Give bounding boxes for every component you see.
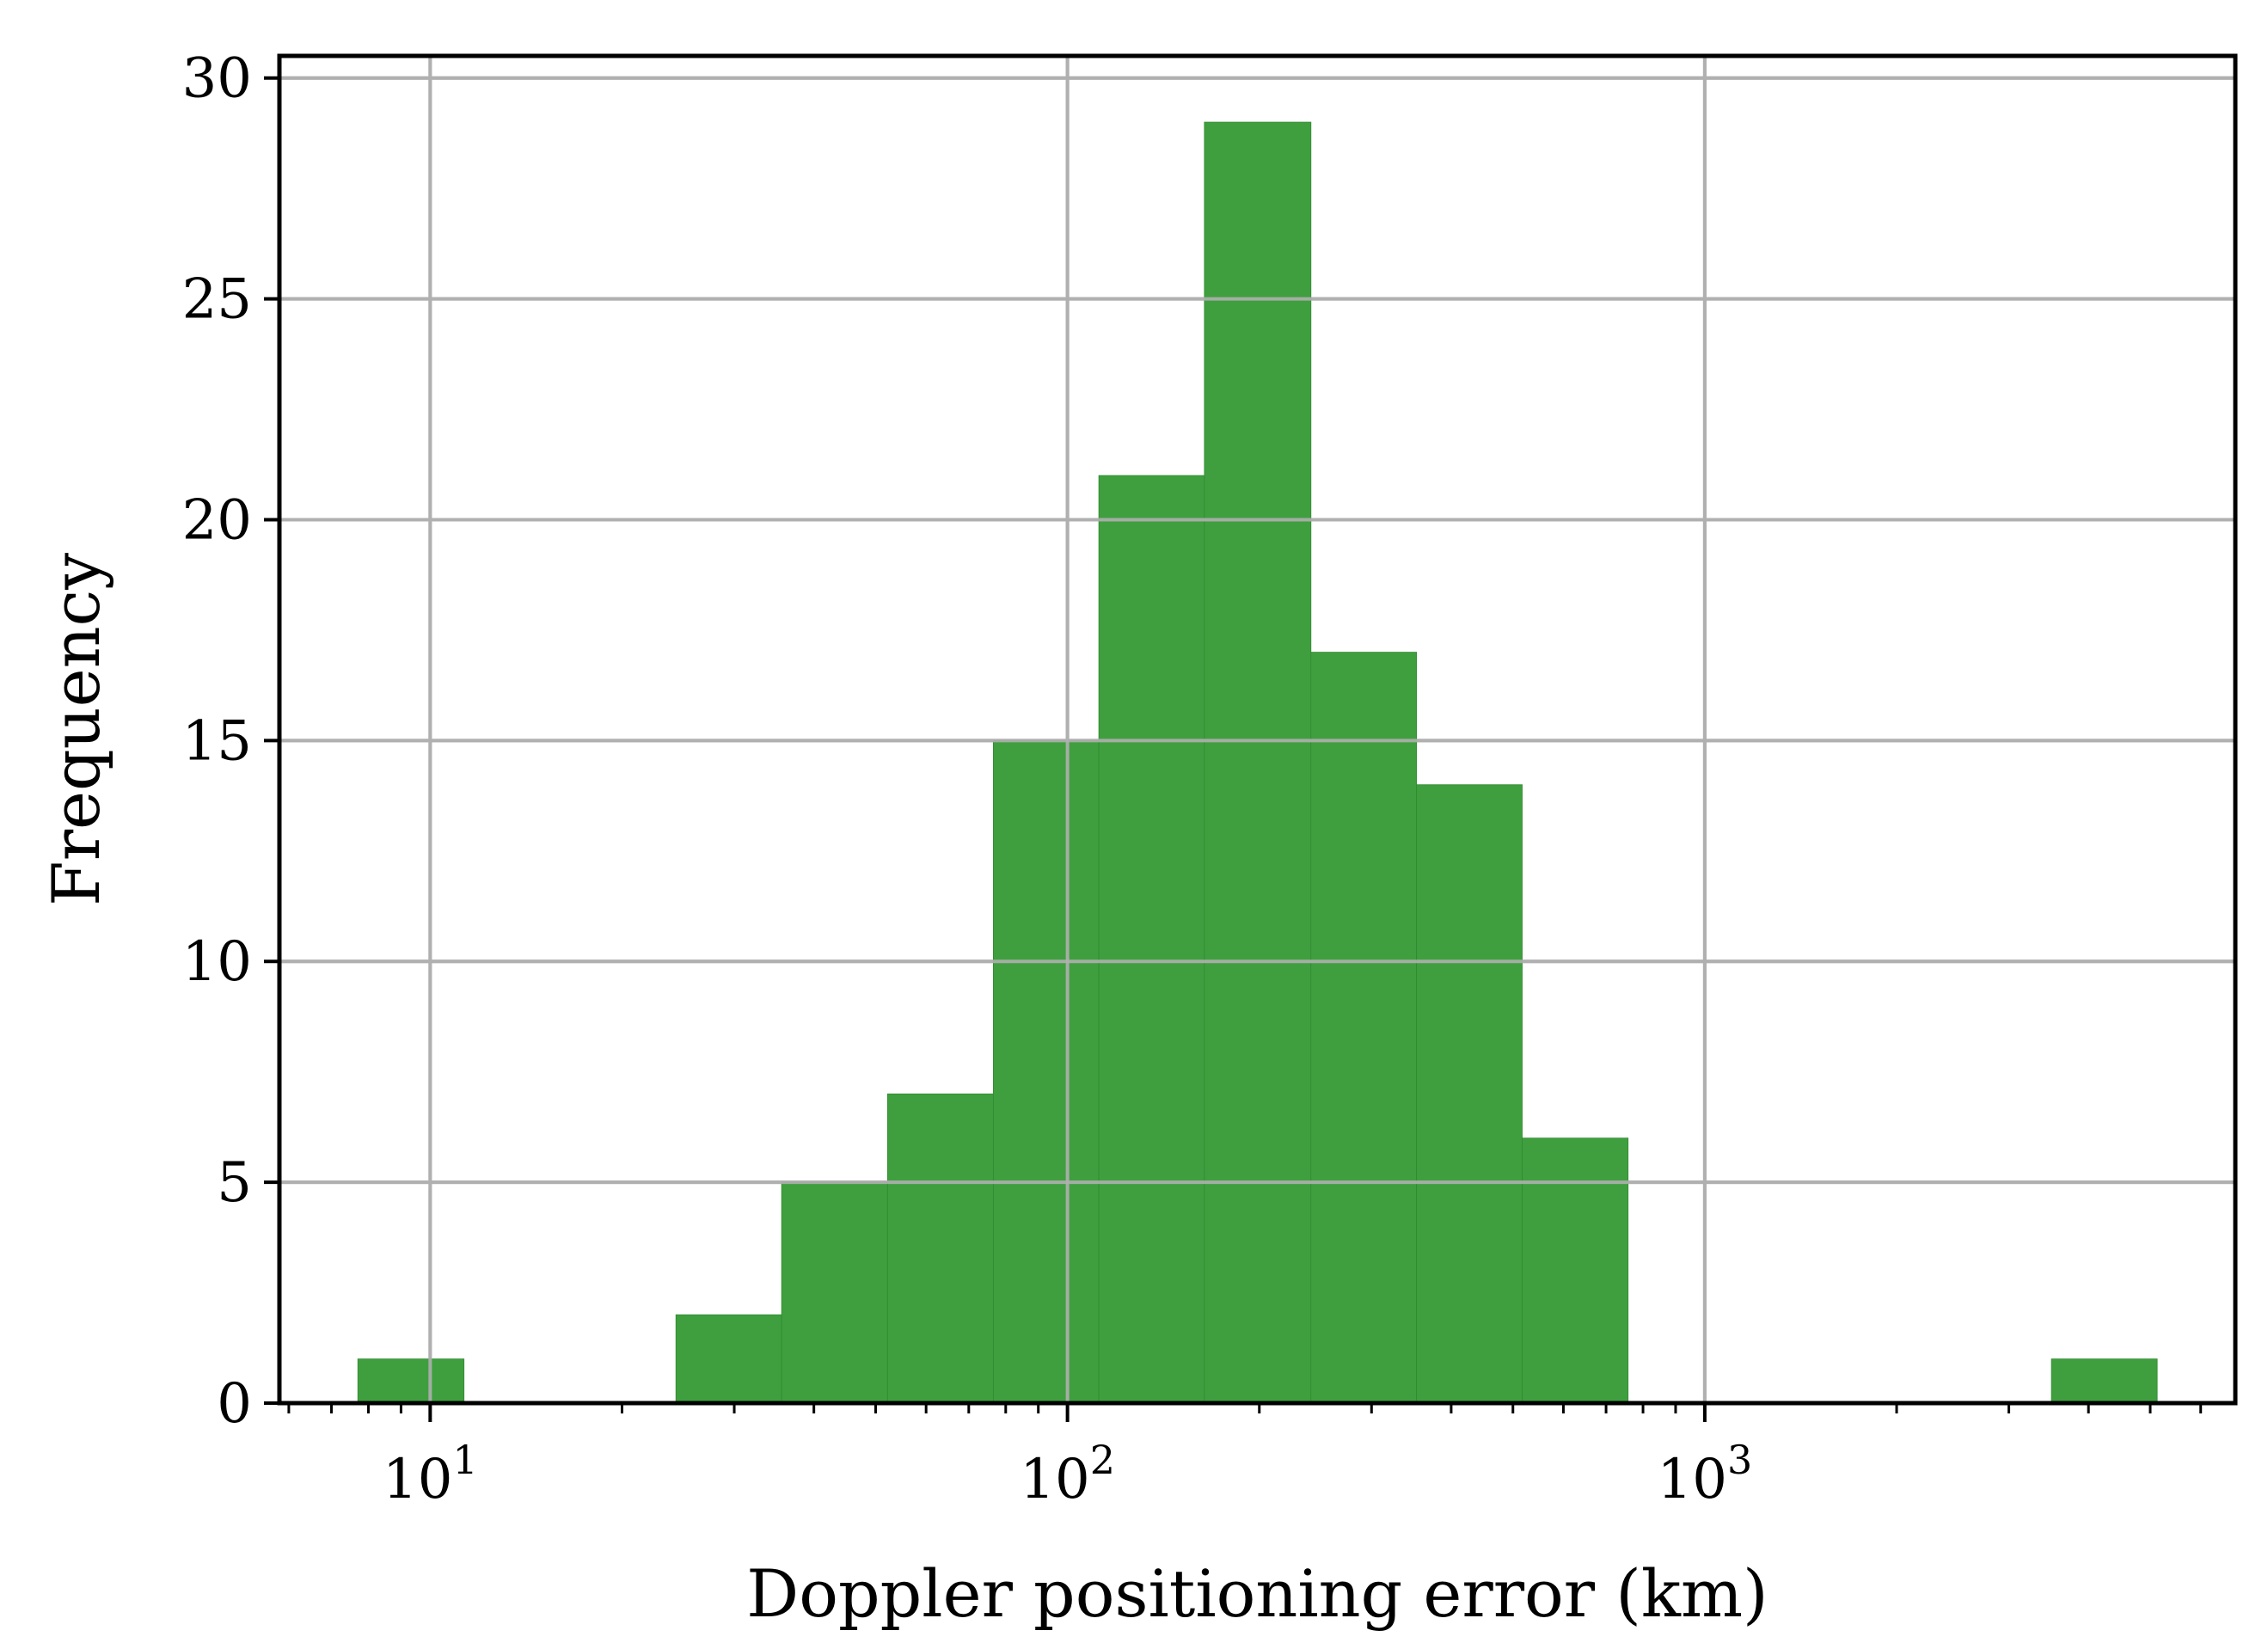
y-tick-label: 30 <box>182 47 252 111</box>
histogram-bars <box>279 56 2235 1405</box>
histogram-bar <box>2050 1358 2158 1404</box>
x-tick-label: 101 <box>383 1437 478 1511</box>
y-axis-label: Frequency <box>38 553 114 906</box>
x-tick-label: 103 <box>1658 1437 1753 1511</box>
y-tick-label: 0 <box>217 1372 252 1436</box>
x-tick-label: 102 <box>1020 1437 1115 1511</box>
y-tick-label: 20 <box>182 488 252 552</box>
histogram-bar <box>1522 1137 1629 1404</box>
histogram-bar <box>1098 475 1205 1404</box>
histogram-bar <box>357 1358 465 1404</box>
y-tick-label: 10 <box>182 930 252 994</box>
x-axis-ticks: 101 102 103 <box>287 1403 2203 1511</box>
histogram-bar <box>781 1181 888 1404</box>
histogram-bar <box>675 1314 782 1404</box>
x-axis-label: Doppler positioning error (km) <box>746 1555 1768 1632</box>
histogram-bar <box>1204 121 1312 1404</box>
y-tick-label: 15 <box>182 709 252 773</box>
y-tick-label: 5 <box>217 1151 252 1215</box>
y-axis-ticks: 0 5 10 15 20 25 30 <box>182 47 279 1436</box>
histogram-bar <box>886 1093 994 1404</box>
histogram-bar <box>1310 652 1418 1404</box>
plot-frame <box>277 53 2238 1406</box>
histogram-bar <box>1416 784 1523 1404</box>
y-tick-label: 25 <box>182 268 252 332</box>
histogram-bar <box>992 739 1100 1404</box>
